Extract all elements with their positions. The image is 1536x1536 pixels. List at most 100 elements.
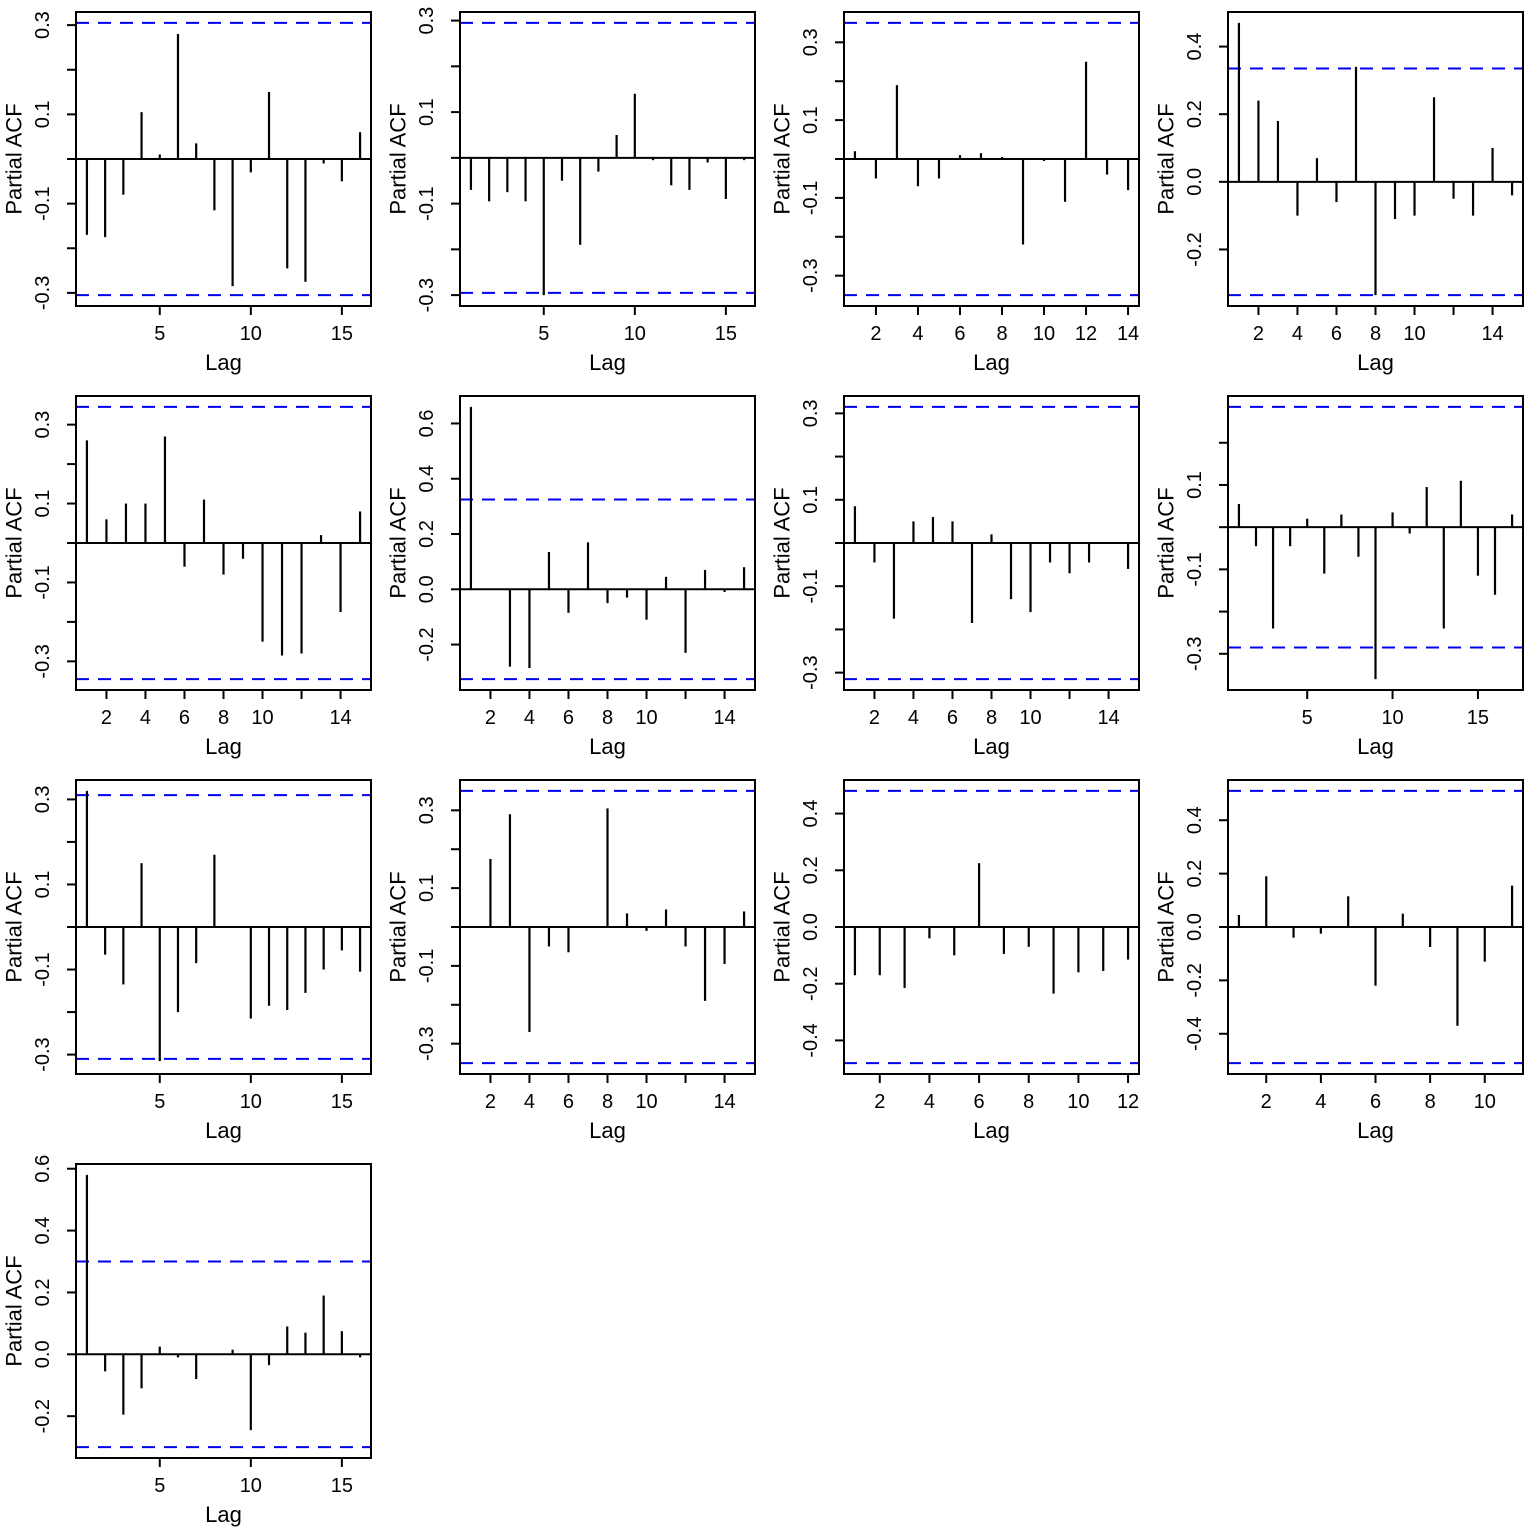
pacf-panel-5: 0.3 0.1 -0.1 -0.3 2 4 6 8 10 14 Partial ACF Lag xyxy=(0,384,384,768)
y-axis-tick-label: 0.4 xyxy=(32,1217,54,1245)
plot-box xyxy=(75,1163,372,1459)
y-axis-tick-label: 0.4 xyxy=(1184,806,1206,834)
y-axis-title: Partial ACF xyxy=(386,487,411,598)
x-axis-tick-label: 10 xyxy=(624,323,646,345)
pacf-panel-8: 0.1 -0.1 -0.3 5 10 15 Partial ACF Lag xyxy=(1152,384,1536,768)
x-axis-tick-label: 14 xyxy=(713,1091,735,1113)
x-axis-tick-label: 15 xyxy=(331,1475,353,1497)
x-axis-title: Lag xyxy=(1357,734,1394,759)
y-axis-tick-label: 0.6 xyxy=(32,1155,54,1183)
y-axis-title: Partial ACF xyxy=(770,871,795,982)
x-axis-tick-label: 4 xyxy=(924,1091,935,1113)
y-axis-tick-label: 0.0 xyxy=(800,913,822,941)
y-axis-title: Partial ACF xyxy=(770,103,795,214)
y-axis-title: Partial ACF xyxy=(770,487,795,598)
plot-box xyxy=(459,11,756,307)
pacf-panel-10: 0.3 0.1 -0.1 -0.3 2 4 6 8 10 14 Partial ACF Lag xyxy=(384,768,768,1152)
y-axis-tick-label: -0.4 xyxy=(1184,1017,1206,1051)
y-axis-tick-label: 0.2 xyxy=(1184,100,1206,128)
y-axis-tick-label: -0.3 xyxy=(32,1037,54,1071)
pacf-plot-svg: 0.4 0.2 0.0 -0.2 -0.4 2 4 6 8 10 12 Partial ACF Lag xyxy=(770,779,1140,1143)
x-axis-tick-label: 4 xyxy=(1315,1091,1326,1113)
y-axis-tick-label: -0.1 xyxy=(1184,552,1206,586)
x-axis-tick-label: 8 xyxy=(996,323,1007,345)
y-axis-tick-label: 0.1 xyxy=(32,871,54,899)
x-axis-tick-label: 2 xyxy=(485,1091,496,1113)
pacf-plot-svg: 0.3 0.1 -0.1 -0.3 2 4 6 8 10 14 Partial ACF Lag xyxy=(386,779,756,1143)
y-axis-tick-label: -0.4 xyxy=(800,1023,822,1057)
y-axis-tick-label: -0.1 xyxy=(800,181,822,215)
x-axis-tick-label: 10 xyxy=(1474,1091,1496,1113)
y-axis-tick-label: -0.1 xyxy=(800,569,822,603)
x-axis-title: Lag xyxy=(589,1118,626,1143)
x-axis-tick-label: 5 xyxy=(538,323,549,345)
y-axis-tick-label: -0.1 xyxy=(416,949,438,983)
y-axis-tick-label: 0.4 xyxy=(1184,33,1206,61)
y-axis-tick-label: -0.3 xyxy=(32,276,54,310)
y-axis-tick-label: 0.3 xyxy=(800,399,822,427)
y-axis-tick-label: -0.1 xyxy=(32,952,54,986)
y-axis-tick-label: 0.1 xyxy=(32,490,54,518)
x-axis-tick-label: 6 xyxy=(563,707,574,729)
x-axis-tick-label: 10 xyxy=(635,1091,657,1113)
x-axis-tick-label: 10 xyxy=(1033,323,1055,345)
pacf-plot-svg: 0.1 -0.1 -0.3 5 10 15 Partial ACF Lag xyxy=(1154,395,1524,759)
x-axis-tick-label: 5 xyxy=(1302,707,1313,729)
x-axis-tick-label: 6 xyxy=(974,1091,985,1113)
y-axis-tick-label: 0.2 xyxy=(416,520,438,548)
y-axis-tick-label: 0.3 xyxy=(32,785,54,813)
y-axis-title: Partial ACF xyxy=(386,103,411,214)
pacf-panel-12: 0.4 0.2 0.0 -0.2 -0.4 2 4 6 8 10 Partial ACF Lag xyxy=(1152,768,1536,1152)
pacf-panel-1: 0.3 0.1 -0.1 -0.3 5 10 15 Partial ACF Lag xyxy=(0,0,384,384)
y-axis-title: Partial ACF xyxy=(1154,871,1179,982)
x-axis-tick-label: 2 xyxy=(869,707,880,729)
x-axis-title: Lag xyxy=(1357,1118,1394,1143)
x-axis-tick-label: 6 xyxy=(947,707,958,729)
pacf-panel-7: 0.3 0.1 -0.1 -0.3 2 4 6 8 10 14 Partial ACF Lag xyxy=(768,384,1152,768)
y-axis-tick-label: -0.1 xyxy=(32,565,54,599)
x-axis-tick-label: 8 xyxy=(986,707,997,729)
x-axis-tick-label: 4 xyxy=(908,707,919,729)
pacf-plot-svg: 0.3 0.1 -0.1 -0.3 5 10 15 Partial ACF Lag xyxy=(2,779,372,1143)
pacf-panel-2: 0.3 0.1 -0.1 -0.3 5 10 15 Partial ACF Lag xyxy=(384,0,768,384)
x-axis-tick-label: 6 xyxy=(954,323,965,345)
y-axis-tick-label: 0.3 xyxy=(32,11,54,39)
x-axis-tick-label: 2 xyxy=(1261,1091,1272,1113)
x-axis-tick-label: 2 xyxy=(485,707,496,729)
pacf-plot-svg: 0.4 0.2 0.0 -0.2 2 4 6 8 10 14 Partial ACF Lag xyxy=(1154,11,1524,375)
y-axis-tick-label: 0.2 xyxy=(800,856,822,884)
x-axis-tick-label: 15 xyxy=(331,323,353,345)
y-axis-tick-label: 0.1 xyxy=(800,106,822,134)
x-axis-tick-label: 5 xyxy=(154,1475,165,1497)
x-axis-tick-label: 4 xyxy=(524,1091,535,1113)
x-axis-tick-label: 8 xyxy=(1425,1091,1436,1113)
x-axis-title: Lag xyxy=(205,1502,242,1527)
y-axis-tick-label: 0.1 xyxy=(32,100,54,128)
pacf-plot-svg: 0.6 0.4 0.2 0.0 -0.2 5 10 15 Partial ACF Lag xyxy=(2,1155,372,1527)
x-axis-tick-label: 10 xyxy=(240,323,262,345)
x-axis-title: Lag xyxy=(973,734,1010,759)
x-axis-title: Lag xyxy=(205,1118,242,1143)
x-axis-tick-label: 12 xyxy=(1117,1091,1139,1113)
plot-box xyxy=(459,395,756,691)
x-axis-tick-label: 5 xyxy=(154,1091,165,1113)
y-axis-tick-label: -0.3 xyxy=(32,644,54,678)
y-axis-title: Partial ACF xyxy=(1154,103,1179,214)
pacf-plot-svg: 0.3 0.1 -0.1 -0.3 2 4 6 8 10 14 Partial ACF Lag xyxy=(770,395,1140,759)
x-axis-tick-label: 10 xyxy=(1067,1091,1089,1113)
pacf-plot-svg: 0.3 0.1 -0.1 -0.3 2 4 6 8 10 14 Partial ACF Lag xyxy=(2,395,372,759)
y-axis-title: Partial ACF xyxy=(2,871,27,982)
y-axis-tick-label: -0.2 xyxy=(1184,232,1206,266)
x-axis-tick-label: 4 xyxy=(1292,323,1303,345)
y-axis-tick-label: 0.1 xyxy=(416,874,438,902)
pacf-plot-svg: 0.3 0.1 -0.1 -0.3 5 10 15 Partial ACF Lag xyxy=(386,7,756,375)
x-axis-tick-label: 6 xyxy=(179,707,190,729)
x-axis-tick-label: 2 xyxy=(874,1091,885,1113)
x-axis-tick-label: 6 xyxy=(1331,323,1342,345)
pacf-panel-4: 0.4 0.2 0.0 -0.2 2 4 6 8 10 14 Partial ACF Lag xyxy=(1152,0,1536,384)
x-axis-tick-label: 2 xyxy=(1253,323,1264,345)
x-axis-tick-label: 4 xyxy=(140,707,151,729)
y-axis-tick-label: 0.0 xyxy=(416,575,438,603)
